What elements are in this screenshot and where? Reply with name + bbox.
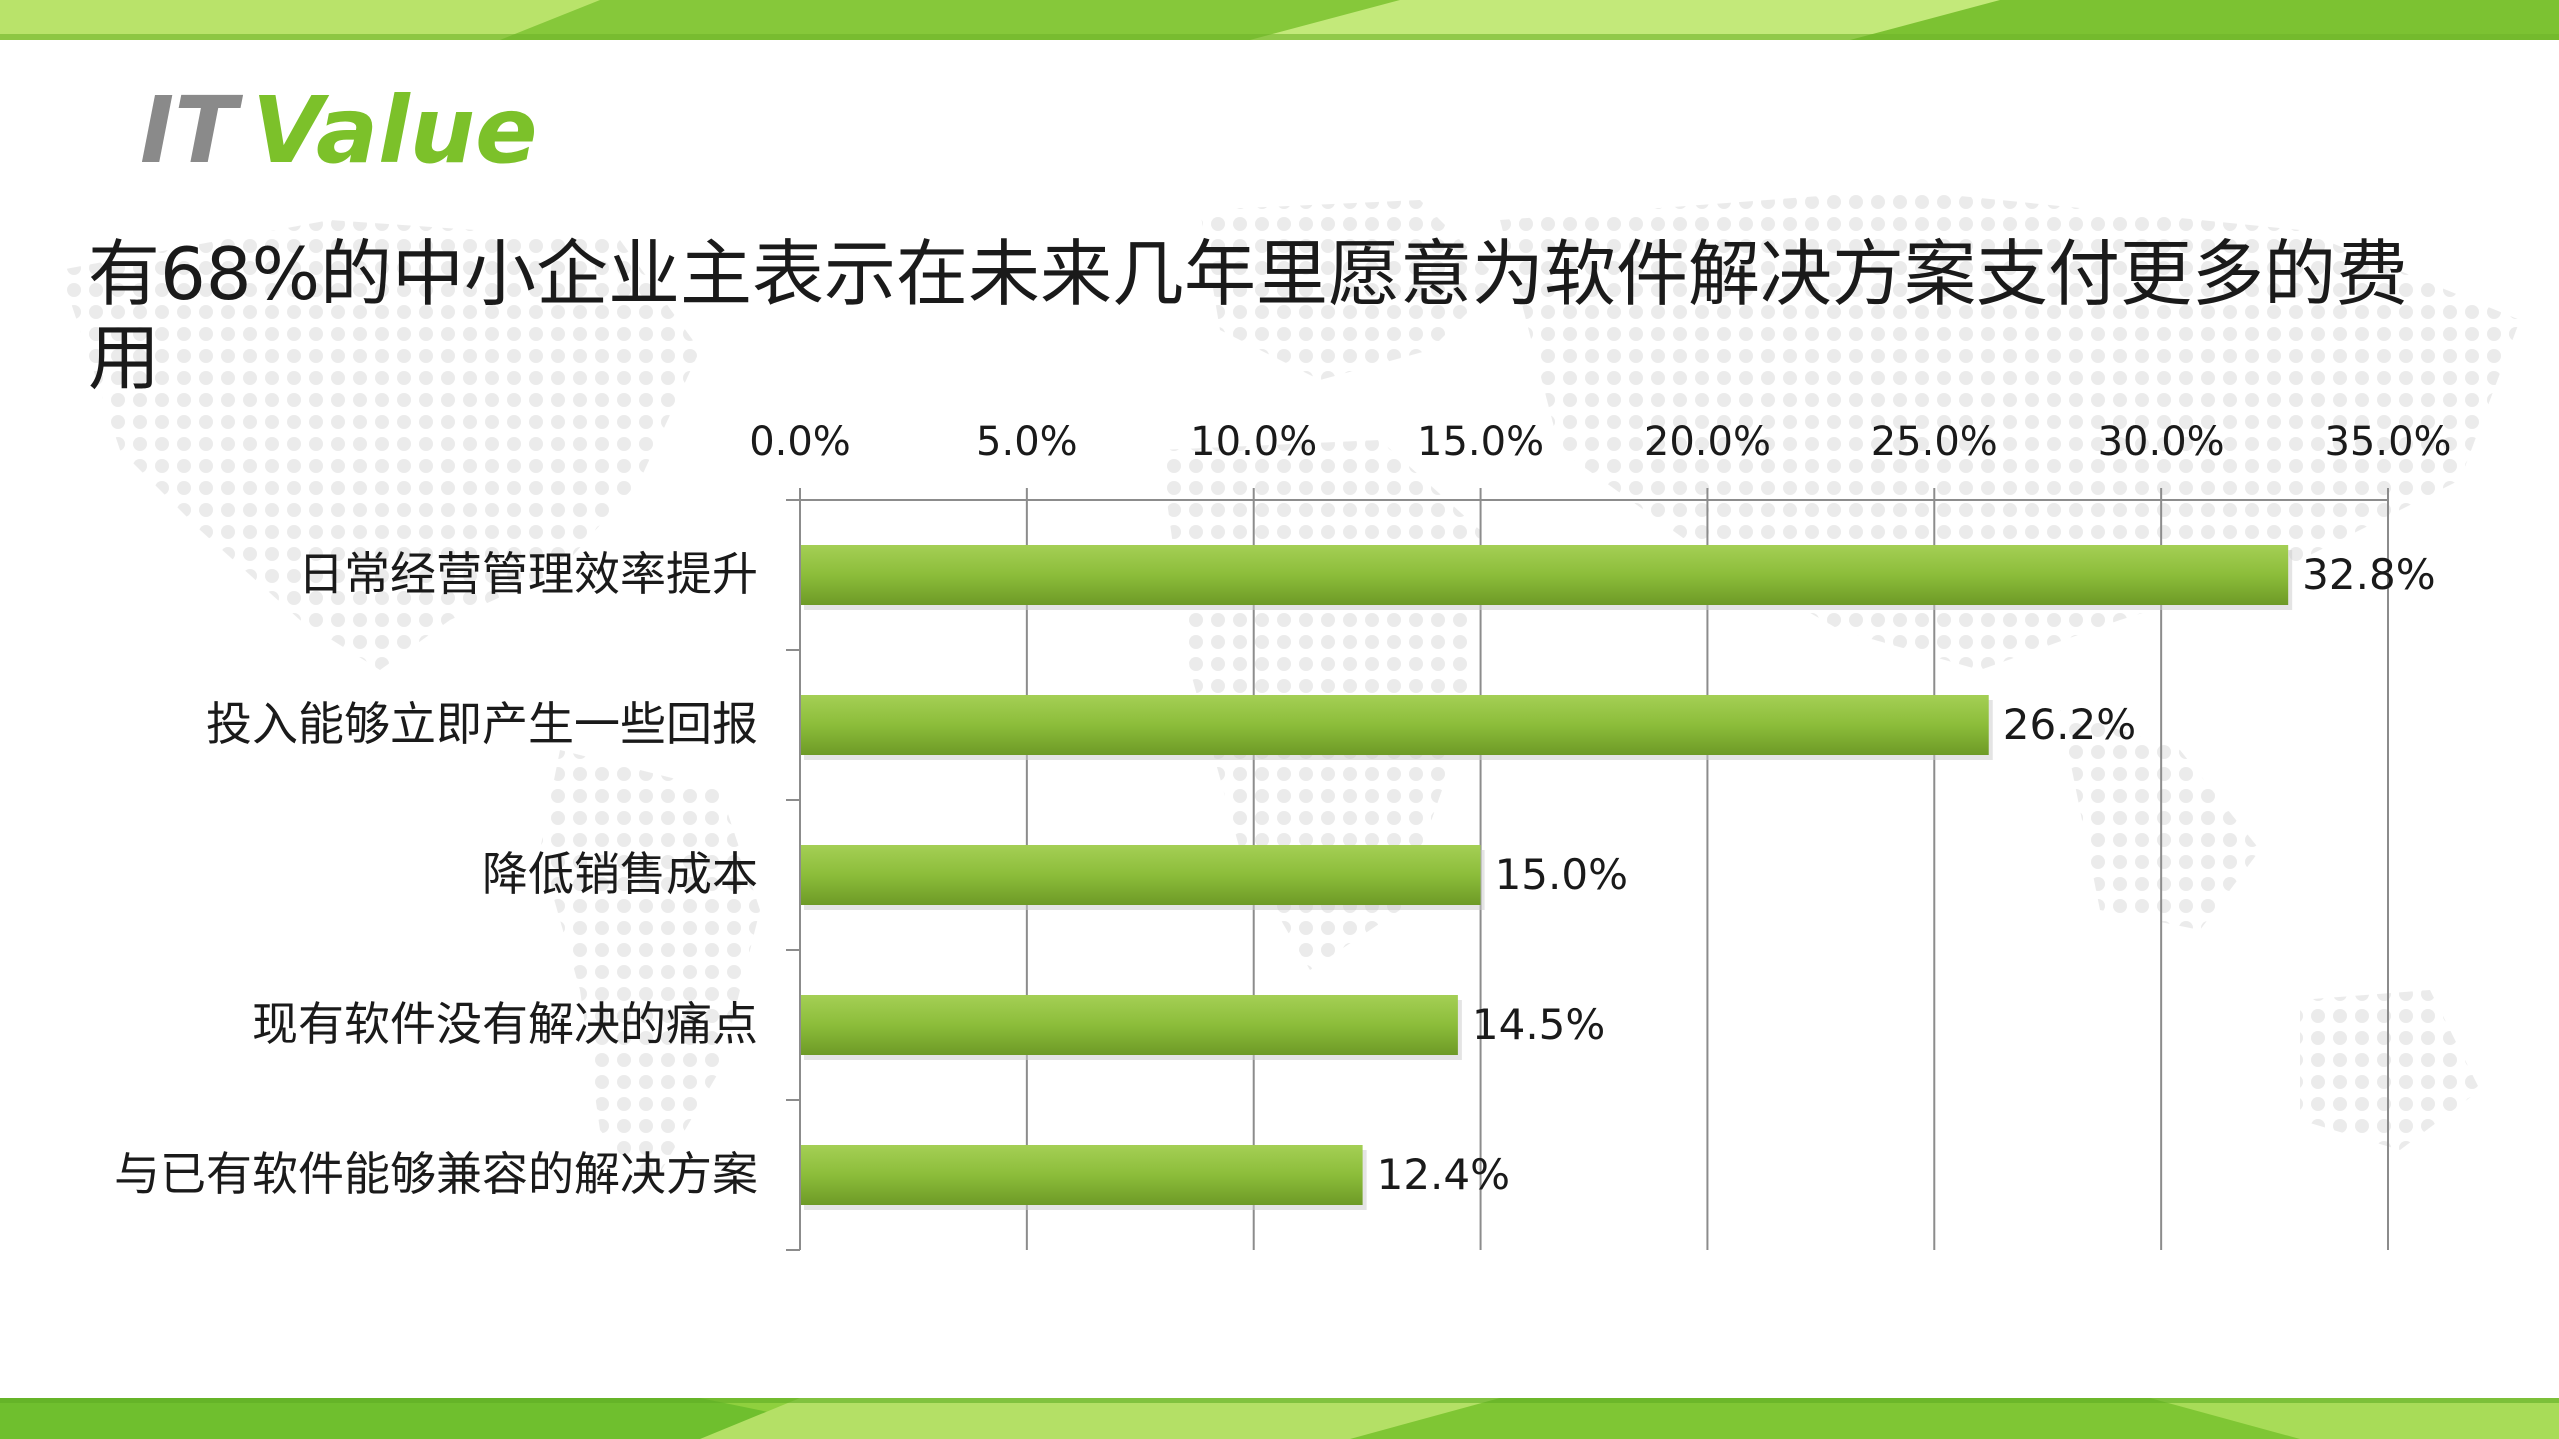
- category-label: 日常经营管理效率提升: [298, 547, 758, 601]
- category-labels: 日常经营管理效率提升投入能够立即产生一些回报降低销售成本现有软件没有解决的痛点与…: [114, 547, 758, 1201]
- category-label: 投入能够立即产生一些回报: [206, 697, 758, 751]
- x-tick-label: 10.0%: [1190, 419, 1317, 465]
- x-tick-label: 0.0%: [749, 419, 851, 465]
- x-tick-label: 20.0%: [1644, 419, 1771, 465]
- logo-text-value: Value: [252, 77, 538, 182]
- bar: [800, 845, 1481, 905]
- bar: [800, 545, 2289, 605]
- bar: [800, 995, 1458, 1055]
- x-tick-label: 5.0%: [976, 419, 1078, 465]
- x-tick-label: 15.0%: [1417, 419, 1544, 465]
- bar: [800, 695, 1989, 755]
- bar: [800, 1145, 1363, 1205]
- value-label: 15.0%: [1495, 850, 1628, 899]
- value-label: 12.4%: [1377, 1150, 1510, 1199]
- x-axis-tick-labels: 0.0% 5.0% 10.0% 15.0% 20.0% 25.0% 30.0% 35.0%: [749, 419, 2451, 465]
- value-labels: 32.8% 26.2% 15.0% 14.5% 12.4%: [1377, 550, 2436, 1199]
- value-label: 26.2%: [2003, 700, 2136, 749]
- chart-bars: [800, 545, 2293, 1210]
- itvalue-logo: IT Value: [140, 77, 538, 182]
- category-label: 与已有软件能够兼容的解决方案: [114, 1147, 758, 1201]
- category-label: 降低销售成本: [482, 847, 758, 901]
- x-tick-label: 30.0%: [2098, 419, 2225, 465]
- x-tick-label: 25.0%: [1871, 419, 1998, 465]
- category-label: 现有软件没有解决的痛点: [252, 997, 758, 1051]
- value-label: 32.8%: [2302, 550, 2435, 599]
- bottom-decorative-band: [0, 1398, 2559, 1439]
- logo-text-it: IT: [140, 77, 243, 182]
- top-decorative-band: [0, 0, 2559, 40]
- x-tick-label: 35.0%: [2324, 419, 2451, 465]
- value-label: 14.5%: [1472, 1000, 1605, 1049]
- slide-title: 有68%的中小企业主表示在未来几年里愿意为软件解决方案支付更多的费用: [88, 232, 2409, 400]
- chart-axes: [786, 499, 2388, 1251]
